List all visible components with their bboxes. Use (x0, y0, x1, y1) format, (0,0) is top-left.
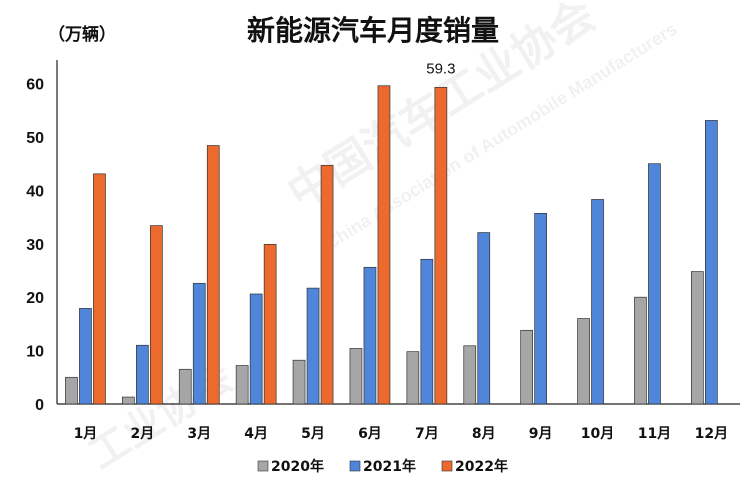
bar-2020年-10月 (577, 318, 590, 405)
bar-2020年-6月 (349, 348, 363, 405)
y-tick-label: 30 (26, 237, 44, 254)
y-unit-label: （万辆） (48, 24, 116, 45)
bar-2020年-4月 (235, 365, 249, 405)
x-tick-label: 2月 (130, 426, 154, 442)
bar-2020年-7月 (406, 351, 420, 405)
x-tick-label: 6月 (358, 426, 382, 442)
y-tick-label: 60 (26, 77, 44, 94)
x-tick-label: 10月 (581, 426, 614, 442)
bar-2022年-5月 (320, 164, 334, 405)
bar-2021年-5月 (306, 287, 320, 405)
legend-label: 2021年 (363, 458, 416, 475)
y-tick-label: 50 (26, 130, 44, 147)
y-tick-label: 0 (35, 397, 44, 414)
bar-2022年-4月 (263, 243, 277, 405)
legend-swatch (349, 460, 361, 472)
bar-2021年-12月 (704, 120, 718, 405)
bar-2022年-1月 (93, 173, 106, 405)
bar-2020年-9月 (520, 329, 534, 405)
bar-2021年-10月 (591, 199, 604, 405)
bar-2021年-4月 (249, 293, 263, 405)
legend-swatch (257, 460, 269, 472)
bar-2020年-5月 (292, 359, 306, 405)
bar-2020年-12月 (690, 271, 704, 405)
bar-2022年-3月 (206, 145, 220, 405)
bar-2021年-1月 (79, 308, 92, 405)
bar-2020年-2月 (121, 396, 135, 405)
bar-2022年-7月 (434, 86, 448, 405)
y-tick-label: 10 (26, 344, 44, 361)
x-tick-label: 12月 (695, 426, 728, 442)
legend-label: 2020年 (271, 458, 324, 475)
bar-2022年-6月 (377, 85, 391, 405)
bar-2020年-3月 (178, 368, 192, 405)
bar-2021年-11月 (648, 163, 661, 405)
bar-2022年-2月 (150, 225, 163, 405)
bar-2021年-7月 (420, 258, 434, 405)
x-tick-label: 3月 (187, 426, 211, 442)
bar-2020年-8月 (463, 345, 477, 405)
bar-2021年-6月 (363, 266, 377, 405)
x-tick-label: 5月 (301, 426, 325, 442)
x-tick-label: 9月 (529, 426, 553, 442)
x-tick-label: 8月 (472, 426, 496, 442)
bar-2021年-8月 (477, 232, 491, 405)
bar-2021年-9月 (534, 213, 548, 405)
y-tick-label: 40 (26, 183, 44, 200)
chart-title: 新能源汽车月度销量 (247, 14, 499, 47)
x-tick-label: 4月 (244, 426, 268, 442)
x-tick-label: 11月 (638, 426, 671, 442)
bar-2020年-1月 (65, 376, 78, 405)
bar-2021年-3月 (192, 282, 206, 405)
y-tick-label: 20 (26, 290, 44, 307)
x-tick-label: 7月 (415, 426, 439, 442)
x-tick-label: 1月 (74, 426, 98, 442)
legend-swatch (441, 460, 453, 472)
bar-2020年-11月 (634, 296, 647, 405)
bar-2021年-2月 (136, 344, 149, 405)
legend-label: 2022年 (455, 458, 508, 475)
data-label: 59.3 (426, 60, 455, 77)
